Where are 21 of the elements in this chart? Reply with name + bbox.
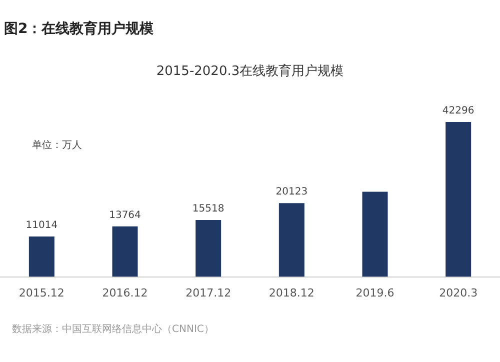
x-tick-label: 2020.3 — [439, 286, 478, 300]
data-label: 11014 — [26, 220, 58, 232]
annotation: 单位：万人 — [32, 138, 82, 152]
bar — [446, 122, 472, 277]
data-label: 15518 — [192, 204, 224, 215]
source-note: 数据来源：中国互联网络信息中心（CNNIC） — [12, 322, 214, 336]
data-label: 42296 — [442, 106, 474, 117]
bar — [362, 192, 388, 277]
x-tick-label: 2018.12 — [268, 286, 314, 300]
bar — [112, 226, 138, 277]
x-tick-label: 2017.12 — [186, 286, 232, 300]
chart-title: 图2：在线教育用户规模 — [4, 20, 154, 38]
x-tick-label: 2016.12 — [102, 286, 148, 300]
bar — [278, 203, 304, 277]
bar — [196, 220, 222, 277]
x-tick-label: 2019.6 — [356, 286, 394, 300]
x-tick-label: 2015.12 — [18, 286, 64, 300]
chart-subtitle: 2015-2020.3在线教育用户规模 — [155, 62, 345, 80]
data-label: 20123 — [276, 186, 308, 198]
bar — [28, 236, 54, 277]
data-label: 13764 — [109, 210, 141, 222]
